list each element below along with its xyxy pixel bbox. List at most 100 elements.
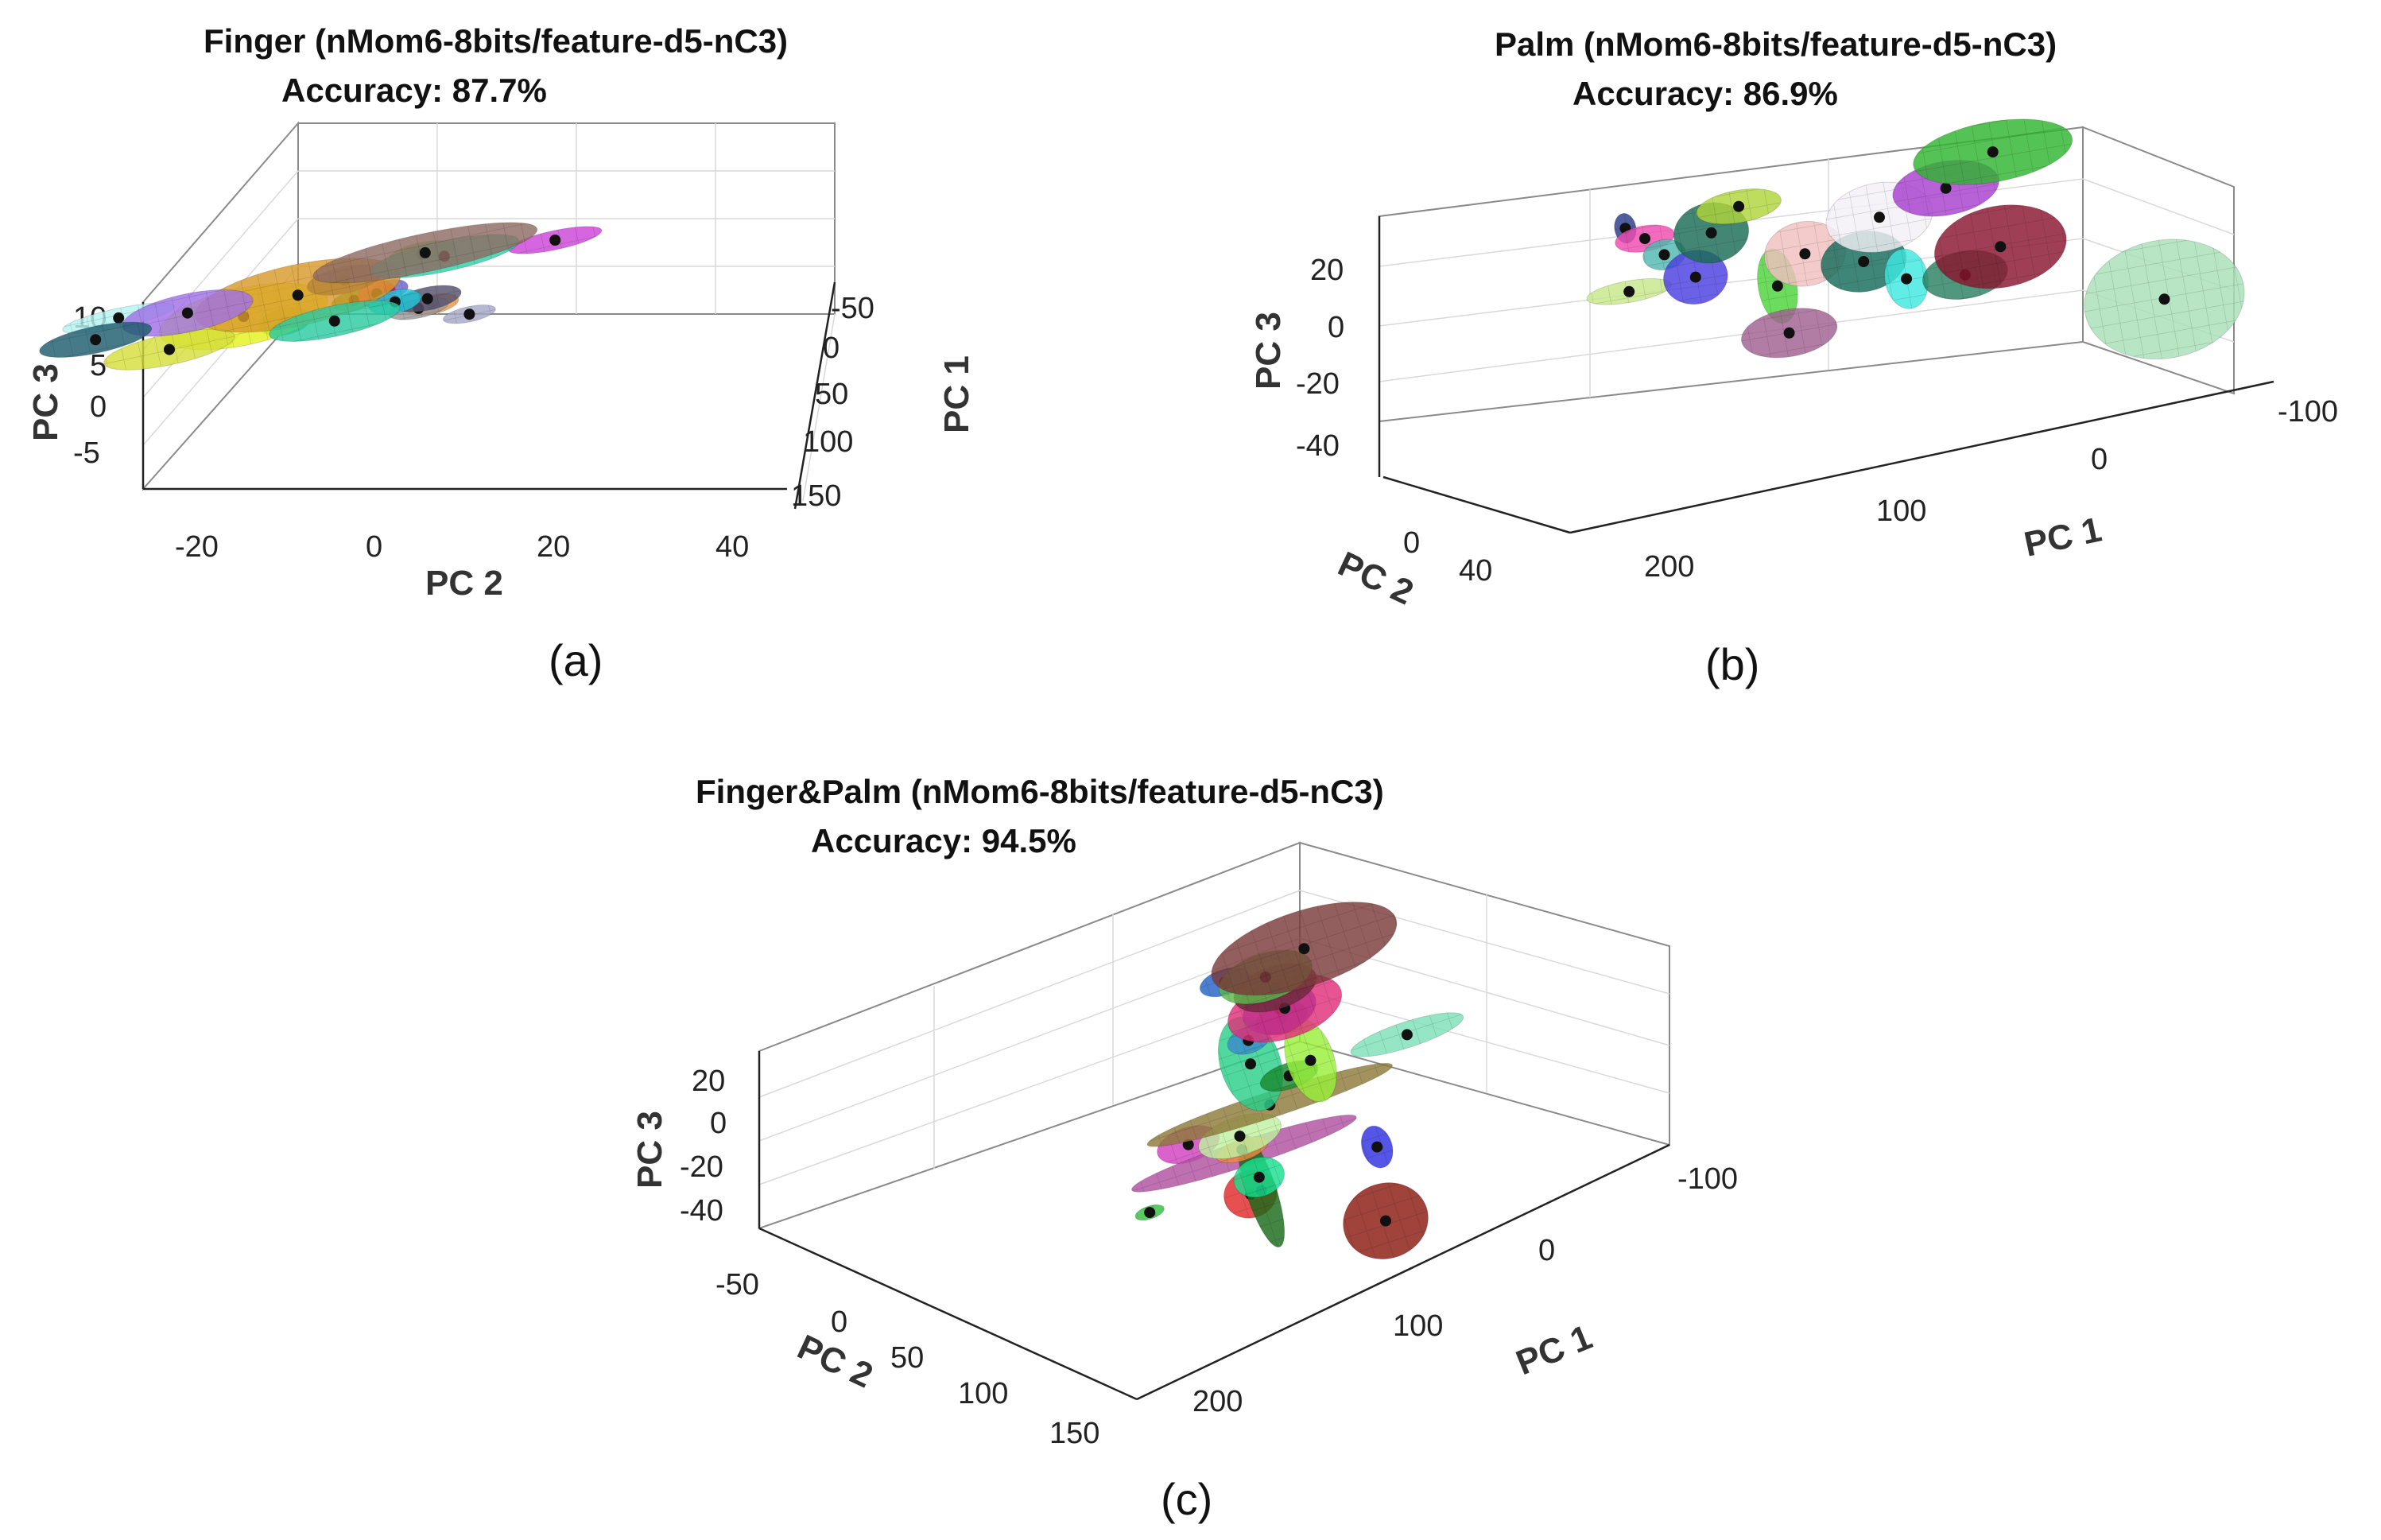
- cluster-17: [1134, 1204, 1165, 1221]
- panel-a-xlabel: PC 2: [425, 564, 503, 603]
- cluster-centroid-point: [463, 308, 475, 320]
- panel-a-accuracy: Accuracy: 87.7%: [281, 72, 547, 109]
- panel-b-ytick-1: 100: [1876, 495, 1926, 528]
- panel-b-ztick-2: -20: [1296, 367, 1340, 401]
- panel-c-accuracy: Accuracy: 94.5%: [811, 822, 1076, 859]
- panel-c-ztick-2: -20: [680, 1150, 723, 1184]
- cluster-centroid-point: [1799, 248, 1811, 260]
- cluster-centroid-point: [292, 289, 304, 301]
- panel-a: Finger (nMom6-8bits/feature-d5-nC3) Accu…: [26, 22, 976, 685]
- cluster-centroid-point: [181, 307, 193, 319]
- cluster-centroid-point: [1401, 1029, 1413, 1041]
- panel-b-accuracy: Accuracy: 86.9%: [1572, 75, 1838, 112]
- panel-c: Finger&Palm (nMom6-8bits/feature-d5-nC3)…: [630, 773, 1738, 1524]
- panel-b-zlabel: PC 3: [1249, 312, 1288, 390]
- cluster-centroid-point: [1874, 211, 1885, 223]
- panel-a-zlabel: PC 3: [26, 363, 65, 441]
- cluster-centroid-point: [1623, 285, 1635, 297]
- panel-c-ztick-1: 0: [710, 1107, 727, 1140]
- cluster-centroid-point: [328, 315, 340, 327]
- panel-b: Palm (nMom6-8bits/feature-d5-nC3) Accura…: [1249, 25, 2338, 689]
- cluster-centroid-point: [164, 343, 175, 355]
- cluster-4: [269, 300, 401, 342]
- panel-c-zlabel: PC 3: [630, 1111, 669, 1189]
- cluster-10: [507, 226, 603, 254]
- cluster-1: [2084, 239, 2245, 360]
- cluster-3: [1933, 204, 2067, 289]
- cluster-2: [1913, 118, 2073, 185]
- cluster-centroid-point: [1658, 249, 1670, 261]
- panel-c-xtick-2: 50: [890, 1341, 924, 1375]
- panel-c-xtick-4: 150: [1049, 1417, 1099, 1450]
- panel-c-ylabel: PC 1: [1510, 1317, 1597, 1383]
- cluster-centroid-point: [1783, 327, 1795, 339]
- panel-a-ztick-2: 0: [90, 390, 107, 424]
- panel-b-clusters: [1586, 118, 2245, 360]
- panel-a-caption: (a): [549, 635, 603, 685]
- cluster-centroid-point: [1380, 1215, 1391, 1227]
- panel-c-ytick-0: 200: [1192, 1385, 1243, 1418]
- cluster-centroid-point: [1689, 271, 1701, 283]
- panel-c-xtick-0: -50: [715, 1268, 759, 1301]
- cluster-centroid-point: [1234, 1131, 1246, 1142]
- panel-b-x-axis: [1382, 475, 1571, 534]
- cluster-centroid-point: [1901, 273, 1913, 285]
- panel-c-ztick-3: -40: [680, 1194, 723, 1228]
- panel-c-ytick-1: 100: [1393, 1309, 1443, 1343]
- cluster-centroid-point: [1858, 256, 1870, 267]
- panel-a-title: Finger (nMom6-8bits/feature-d5-nC3): [204, 22, 788, 60]
- panel-c-xtick-3: 100: [958, 1377, 1008, 1410]
- cluster-13: [1741, 308, 1838, 359]
- panel-c-ytick-2: 0: [1538, 1234, 1555, 1267]
- panel-c-x-axis: [758, 1227, 1138, 1401]
- panel-b-ylabel: PC 1: [2021, 510, 2105, 564]
- cluster-centroid-point: [1771, 280, 1783, 292]
- panel-b-ztick-1: 0: [1328, 311, 1344, 344]
- cluster-centroid-point: [1144, 1207, 1156, 1219]
- panel-c-clusters: [1131, 902, 1464, 1260]
- panel-a-ylabel: PC 1: [937, 355, 976, 433]
- panel-c-caption: (c): [1161, 1474, 1212, 1524]
- panel-a-ytick-0: -50: [831, 292, 874, 325]
- cluster-16: [1586, 278, 1672, 305]
- panel-a-ztick-1: 5: [90, 349, 107, 382]
- cluster-10: [1696, 188, 1782, 225]
- panel-a-ytick-3: 100: [803, 425, 853, 459]
- cluster-1: [1211, 902, 1398, 996]
- cluster-centroid-point: [1305, 1054, 1317, 1066]
- panel-b-right-wall: [2082, 126, 2235, 395]
- cluster-centroid-point: [1298, 943, 1310, 955]
- cluster-2: [1350, 1012, 1464, 1057]
- panel-a-ztick-3: -5: [73, 436, 100, 470]
- panel-a-ytick-2: 50: [815, 378, 848, 411]
- panel-a-ytick-4: 150: [791, 479, 841, 513]
- cluster-centroid-point: [1705, 227, 1717, 239]
- cluster-17: [442, 304, 496, 324]
- cluster-centroid-point: [2158, 293, 2170, 305]
- cluster-7: [39, 321, 153, 359]
- panel-b-ytick-0: 200: [1644, 550, 1694, 584]
- panel-b-caption: (b): [1705, 639, 1759, 689]
- panel-a-clusters: [39, 222, 603, 370]
- panel-b-ztick-0: 20: [1310, 254, 1344, 287]
- cluster-24: [1233, 1157, 1286, 1198]
- panel-b-ztick-3: -40: [1296, 429, 1340, 463]
- panel-c-title: Finger&Palm (nMom6-8bits/feature-d5-nC3): [696, 773, 1384, 810]
- cluster-6: [103, 328, 235, 370]
- panel-c-ytick-3: -100: [1677, 1162, 1738, 1196]
- panel-a-ytick-1: 0: [823, 332, 840, 365]
- cluster-centroid-point: [90, 334, 102, 346]
- cluster-centroid-point: [1245, 1058, 1256, 1070]
- panel-b-ytick-3: -100: [2278, 395, 2338, 429]
- panel-b-y-axis: [1569, 380, 2274, 534]
- cluster-centroid-point: [1639, 233, 1650, 245]
- cluster-8: [1884, 248, 1929, 309]
- panel-c-xtick-1: 0: [831, 1305, 847, 1339]
- cluster-centroid-point: [419, 246, 431, 258]
- panel-b-title: Palm (nMom6-8bits/feature-d5-nC3): [1495, 25, 2057, 63]
- panel-a-xtick-0: -20: [175, 530, 219, 564]
- cluster-22: [1343, 1182, 1429, 1260]
- cluster-centroid-point: [1733, 200, 1745, 212]
- cluster-centroid-point: [549, 235, 561, 246]
